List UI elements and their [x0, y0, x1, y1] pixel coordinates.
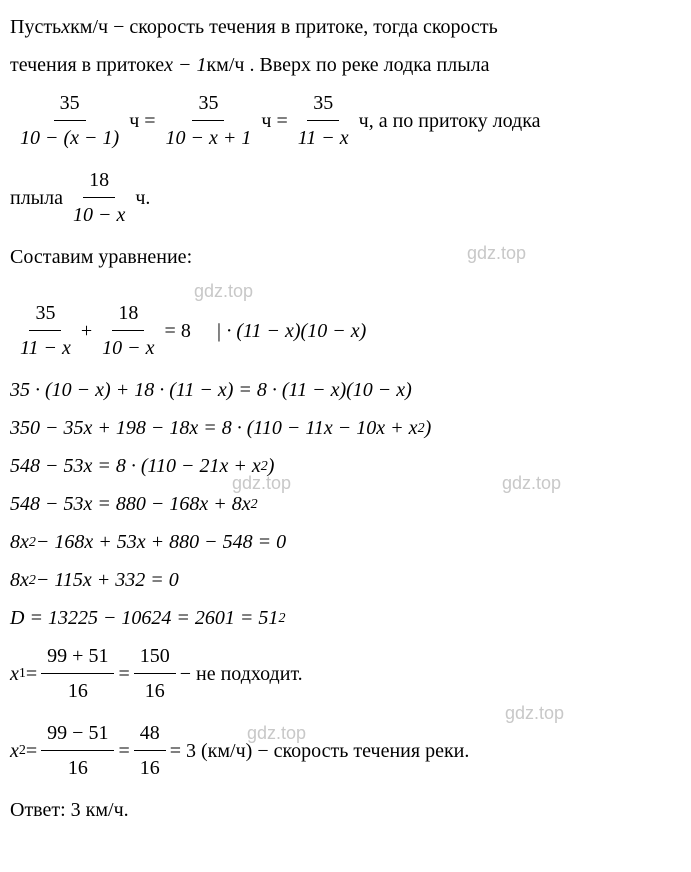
fraction: 35 10 − (x − 1) [14, 88, 125, 153]
text: км/ч − скорость течения в притоке, тогда… [70, 12, 498, 42]
fraction: 150 16 [134, 641, 176, 706]
denominator: 10 − x [96, 331, 160, 363]
multiplication: | · (11 − x)(10 − x) [191, 316, 366, 346]
equation-2: 35 · (10 − x) + 18 · (11 − x) = 8 · (11 … [10, 375, 681, 405]
expression: x − 1 [164, 50, 206, 80]
numerator: 18 [83, 165, 115, 198]
fraction: 48 16 [134, 718, 166, 783]
superscript: 2 [418, 418, 425, 439]
text: ) [268, 451, 275, 481]
equation-4: 548 − 53x = 8 · (110 − 21x + x2) [10, 451, 681, 481]
intro-line-1: Пусть x км/ч − скорость течения в приток… [10, 12, 681, 42]
numerator: 35 [29, 298, 61, 331]
text: Пусть [10, 12, 61, 42]
denominator: 11 − x [292, 121, 355, 153]
text: течения в притоке [10, 50, 164, 80]
text: ) [425, 413, 432, 443]
superscript: 2 [29, 570, 36, 591]
text: − 168x + 53x + 880 − 548 = 0 [36, 527, 286, 557]
variable-x: x [61, 12, 70, 42]
fraction: 35 10 − x + 1 [160, 88, 258, 153]
equation-7: 8x2 − 115x + 332 = 0 [10, 565, 681, 595]
denominator: 16 [62, 674, 94, 706]
denominator: 11 − x [14, 331, 77, 363]
text: = 3 (км/ч) − скорость течения реки. [170, 736, 470, 766]
numerator: 18 [112, 298, 144, 331]
compose-label: Составим уравнение: [10, 242, 681, 272]
fraction: 18 10 − x [67, 165, 131, 230]
text: = [118, 736, 129, 766]
root-x1: x1 = 99 + 51 16 = 150 16 − не подходит. [10, 641, 681, 706]
denominator: 10 − x [67, 198, 131, 230]
denominator: 16 [139, 674, 171, 706]
text: ч = [129, 106, 155, 136]
intro-line-2: течения в притоке x − 1 км/ч . Вверх по … [10, 50, 681, 80]
equation-5: 548 − 53x = 880 − 168x + 8x2 [10, 489, 681, 519]
numerator: 35 [54, 88, 86, 121]
text: + [81, 316, 92, 346]
variable: x [10, 736, 19, 766]
superscript: 2 [251, 494, 258, 515]
fraction: 99 + 51 16 [41, 641, 114, 706]
denominator: 16 [62, 751, 94, 783]
equation-6: 8x2 − 168x + 53x + 880 − 548 = 0 [10, 527, 681, 557]
text: плыла [10, 183, 63, 213]
numerator: 35 [192, 88, 224, 121]
text: = [118, 659, 129, 689]
numerator: 35 [307, 88, 339, 121]
subscript: 2 [19, 740, 26, 761]
numerator: 99 − 51 [41, 718, 114, 751]
text: 548 − 53x = 8 · (110 − 21x + x [10, 451, 261, 481]
text: = [26, 659, 37, 689]
text: Составим уравнение: [10, 242, 192, 272]
superscript: 2 [261, 456, 268, 477]
text: 8x [10, 565, 29, 595]
variable: x [10, 659, 19, 689]
numerator: 48 [134, 718, 166, 751]
text: − не подходит. [180, 659, 303, 689]
subscript: 1 [19, 663, 26, 684]
answer-text: Ответ: 3 км/ч. [10, 795, 129, 825]
superscript: 2 [29, 532, 36, 553]
fraction: 35 11 − x [14, 298, 77, 363]
text: ч. [135, 183, 150, 213]
denominator: 16 [134, 751, 166, 783]
answer-line: Ответ: 3 км/ч. [10, 795, 681, 825]
denominator: 10 − x + 1 [160, 121, 258, 153]
text: 548 − 53x = 880 − 168x + 8x [10, 489, 251, 519]
text: = 8 [165, 316, 191, 346]
fraction-line-2: плыла 18 10 − x ч. [10, 165, 681, 230]
text: = [26, 736, 37, 766]
numerator: 99 + 51 [41, 641, 114, 674]
text: − 115x + 332 = 0 [36, 565, 179, 595]
fraction: 18 10 − x [96, 298, 160, 363]
discriminant: D = 13225 − 10624 = 2601 = 512 [10, 603, 681, 633]
text: 35 · (10 − x) + 18 · (11 − x) = 8 · (11 … [10, 375, 412, 405]
text: D = 13225 − 10624 = 2601 = 51 [10, 603, 278, 633]
root-x2: x2 = 99 − 51 16 = 48 16 = 3 (км/ч) − ско… [10, 718, 681, 783]
text: ч, а по притоку лодка [359, 106, 541, 136]
denominator: 10 − (x − 1) [14, 121, 125, 153]
equation-3: 350 − 35x + 198 − 18x = 8 · (110 − 11x −… [10, 413, 681, 443]
fraction: 35 11 − x [292, 88, 355, 153]
equation-1: 35 11 − x + 18 10 − x = 8 | · (11 − x)(1… [10, 298, 681, 363]
fraction-line-1: 35 10 − (x − 1) ч = 35 10 − x + 1 ч = 35… [10, 88, 681, 153]
text: км/ч . Вверх по реке лодка плыла [206, 50, 489, 80]
superscript: 2 [278, 608, 285, 629]
fraction: 99 − 51 16 [41, 718, 114, 783]
numerator: 150 [134, 641, 176, 674]
text: 350 − 35x + 198 − 18x = 8 · (110 − 11x −… [10, 413, 418, 443]
text: ч = [261, 106, 287, 136]
text: 8x [10, 527, 29, 557]
